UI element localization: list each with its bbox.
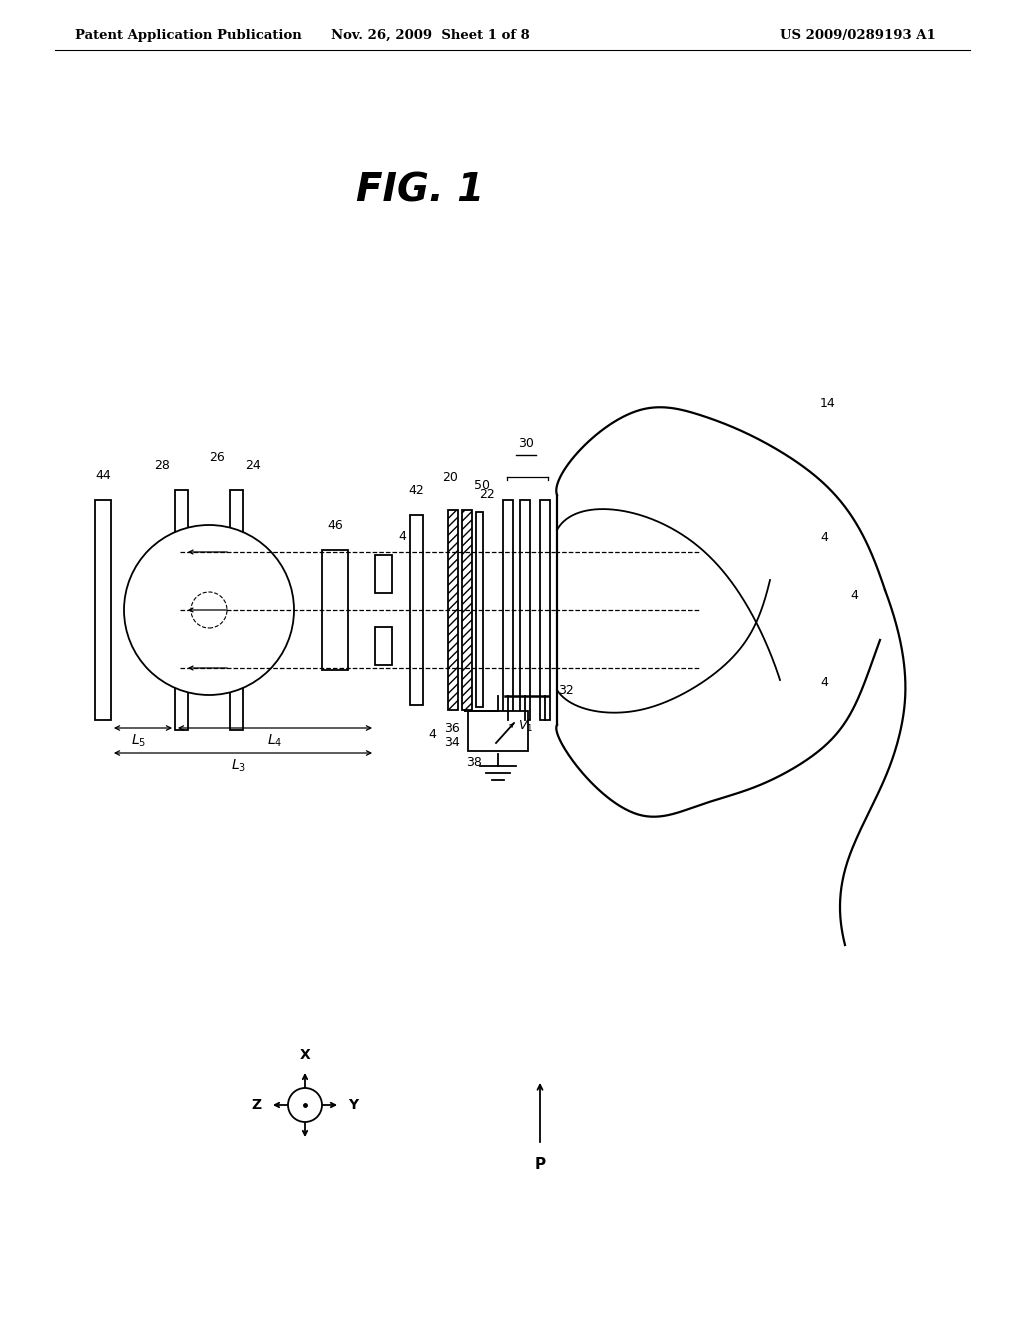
Bar [449, 510, 458, 710]
Text: US 2009/0289193 A1: US 2009/0289193 A1 [780, 29, 936, 41]
Bar [476, 512, 483, 708]
Text: 30: 30 [518, 437, 534, 450]
Text: Y: Y [348, 1098, 358, 1111]
Text: 38: 38 [466, 756, 482, 770]
Circle shape [124, 525, 294, 696]
Text: 14: 14 [820, 397, 836, 411]
Bar [375, 554, 392, 593]
Bar [175, 490, 188, 730]
Text: 34: 34 [444, 737, 460, 748]
Text: 50: 50 [474, 479, 490, 492]
Text: 28: 28 [155, 459, 170, 473]
Text: FIG. 1: FIG. 1 [356, 172, 484, 209]
Bar [468, 711, 528, 751]
Bar [95, 500, 111, 719]
Text: 4: 4 [820, 531, 827, 544]
Text: 42: 42 [409, 484, 424, 498]
Bar [503, 500, 513, 719]
Circle shape [288, 1088, 322, 1122]
Bar [322, 550, 348, 671]
Bar [230, 490, 243, 730]
Text: 4: 4 [398, 531, 406, 543]
Text: 22: 22 [479, 488, 495, 502]
Bar [375, 627, 392, 665]
Bar [540, 500, 550, 719]
Text: 24: 24 [245, 459, 261, 473]
Text: 4: 4 [850, 589, 858, 602]
Bar [410, 515, 423, 705]
Text: 46: 46 [327, 519, 343, 532]
Text: $L_3$: $L_3$ [231, 758, 247, 775]
Text: 20: 20 [442, 471, 458, 484]
Text: 32: 32 [558, 685, 573, 697]
Text: 36: 36 [444, 722, 460, 735]
Text: Nov. 26, 2009  Sheet 1 of 8: Nov. 26, 2009 Sheet 1 of 8 [331, 29, 529, 41]
Text: $L_4$: $L_4$ [267, 733, 283, 750]
Text: $V_1$: $V_1$ [518, 718, 534, 734]
Text: 4: 4 [428, 729, 436, 741]
Text: X: X [300, 1048, 310, 1063]
Text: 4: 4 [820, 676, 827, 689]
Text: 44: 44 [95, 469, 111, 482]
Text: 26: 26 [209, 451, 225, 465]
Bar [520, 500, 530, 719]
Text: Patent Application Publication: Patent Application Publication [75, 29, 302, 41]
Bar [462, 510, 472, 710]
Text: Z: Z [252, 1098, 262, 1111]
Circle shape [191, 591, 227, 628]
Text: $L_5$: $L_5$ [131, 733, 146, 750]
Text: P: P [535, 1158, 546, 1172]
